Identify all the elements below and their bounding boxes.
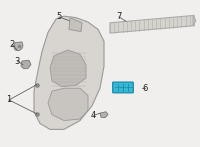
Text: 1: 1: [6, 95, 12, 105]
Text: 5: 5: [56, 12, 62, 21]
Polygon shape: [48, 88, 88, 121]
Polygon shape: [193, 15, 196, 26]
Polygon shape: [14, 42, 23, 51]
Polygon shape: [50, 50, 86, 87]
Text: 4: 4: [91, 111, 96, 120]
FancyBboxPatch shape: [113, 82, 133, 93]
Text: 6: 6: [142, 84, 148, 93]
Polygon shape: [100, 112, 108, 118]
Text: 2: 2: [9, 40, 15, 49]
Text: 3: 3: [15, 56, 20, 66]
Text: 7: 7: [116, 12, 122, 21]
Polygon shape: [34, 16, 104, 129]
Polygon shape: [21, 60, 31, 69]
Polygon shape: [69, 18, 82, 32]
Polygon shape: [110, 15, 194, 33]
